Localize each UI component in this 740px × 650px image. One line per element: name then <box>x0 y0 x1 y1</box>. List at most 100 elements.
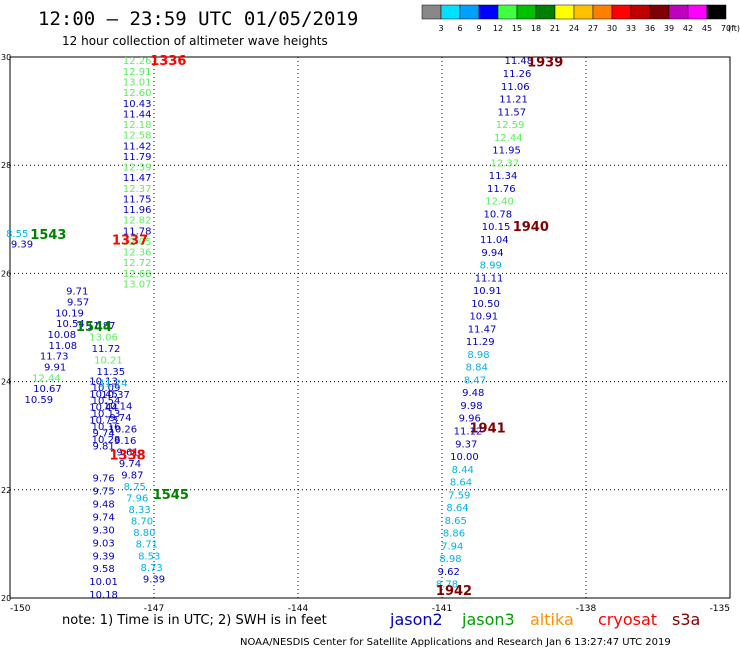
data-point: 10.19 <box>55 308 84 319</box>
data-point: 11.57 <box>497 107 526 118</box>
legend-label: 24 <box>569 24 579 33</box>
data-point: 9.96 <box>459 414 481 425</box>
data-point: 9.62 <box>438 567 460 578</box>
pass-time-label: 1543 <box>30 228 66 243</box>
legend-label: 36 <box>645 24 655 33</box>
data-point: 10.08 <box>48 330 77 341</box>
data-point: 11.35 <box>96 367 125 378</box>
x-tick-label: -135 <box>710 604 730 614</box>
legend-swatch <box>592 4 613 20</box>
pass-time-label: 1942 <box>436 584 472 599</box>
y-tick-label: 30 <box>1 53 11 62</box>
legend-swatch <box>478 4 499 20</box>
data-point: 8.70 <box>131 517 153 528</box>
data-point: 9.48 <box>462 388 484 399</box>
data-point: 10.91 <box>469 312 498 323</box>
data-point: 9.39 <box>92 551 114 562</box>
chart-subtitle: 12 hour collection of altimeter wave hei… <box>62 34 328 48</box>
data-point: 12.82 <box>123 216 152 227</box>
data-point: 10.54 <box>56 319 85 330</box>
data-point: 12.26 <box>123 56 152 67</box>
y-tick-label: 22 <box>1 486 11 495</box>
legend-swatch <box>573 4 594 20</box>
data-point: 8.73 <box>140 563 162 574</box>
chart-title: 12:00 – 23:59 UTC 01/05/2019 <box>38 8 358 30</box>
data-point: 8.98 <box>467 350 489 361</box>
legend-label: 30 <box>607 24 617 33</box>
data-point: 11.42 <box>123 141 152 152</box>
data-point: 12.37 <box>123 184 152 195</box>
pass-time-label: 1544 <box>76 320 112 335</box>
data-point: 12.36 <box>123 248 152 259</box>
data-point: 10.59 <box>24 395 53 406</box>
legend-label: 15 <box>512 24 522 33</box>
data-point: 8.55 <box>6 229 28 240</box>
satellite-s3a: s3a <box>672 610 700 629</box>
satellite-altika: altika <box>530 610 574 629</box>
legend-swatch <box>459 4 480 20</box>
data-point: 10.21 <box>94 355 123 366</box>
data-point: 10.18 <box>89 590 118 601</box>
data-point: 11.44 <box>123 109 152 120</box>
data-point: 8.78 <box>436 580 458 591</box>
data-point: 8.99 <box>480 261 502 272</box>
data-point: 8.65 <box>445 516 467 527</box>
data-point: 9.91 <box>44 362 66 373</box>
data-point: 12.91 <box>123 67 152 78</box>
data-point: 8.75 <box>124 482 146 493</box>
legend-label: 3 <box>438 24 443 33</box>
data-point: 10.13 <box>92 409 121 420</box>
data-point: 11.75 <box>123 194 152 205</box>
data-point: 10.37 <box>101 390 130 401</box>
data-point: 8.71 <box>136 540 158 551</box>
data-point: 13.06 <box>89 332 118 343</box>
x-tick-label: -147 <box>144 604 164 614</box>
legend-label: 6 <box>457 24 462 33</box>
data-point: 11.08 <box>48 341 77 352</box>
y-tick-label: 24 <box>1 378 11 387</box>
legend-swatch <box>630 4 651 20</box>
data-point: 9.75 <box>92 486 114 497</box>
data-point: 9.58 <box>92 564 114 575</box>
data-point: 10.67 <box>33 384 62 395</box>
data-point: 10.16 <box>92 422 121 433</box>
x-tick-label: -138 <box>576 604 597 614</box>
legend-swatch <box>611 4 632 20</box>
data-point: 10.28 <box>92 435 121 446</box>
x-tick-label: -144 <box>288 604 309 614</box>
data-point: 8.53 <box>138 551 160 562</box>
data-point: 11.95 <box>492 146 521 157</box>
data-point: 11.72 <box>92 344 121 355</box>
x-tick-label: -150 <box>10 604 31 614</box>
data-point: 10.78 <box>483 209 512 220</box>
pass-time-label: 1939 <box>527 55 563 70</box>
pass-time-label: 1941 <box>470 422 506 437</box>
data-point: 11.11 <box>475 273 504 284</box>
pass-time-label: 1338 <box>110 449 146 464</box>
data-point: 11.47 <box>123 173 152 184</box>
data-point: 9.57 <box>67 298 89 309</box>
legend-label: 70 <box>721 24 731 33</box>
legend-label: (ft) <box>728 24 740 33</box>
data-point: 10.45 <box>89 390 118 401</box>
legend-label: 18 <box>531 24 541 33</box>
pass-time-label: 1940 <box>513 220 549 235</box>
plot-area: -150 -147 -144 -141 -138 -135 20 22 24 26 28 30 12.2… <box>1 53 731 614</box>
credit-line: NOAA/NESDIS Center for Satellite Applica… <box>240 637 671 648</box>
data-point: 13.01 <box>123 78 152 89</box>
legend-label: 21 <box>550 24 560 33</box>
data-point: 12.18 <box>123 120 152 131</box>
data-point: 10.54 <box>92 396 121 407</box>
pass-time-label: 1337 <box>112 233 148 248</box>
satellite-jason3: jason3 <box>461 610 515 629</box>
data-point: 11.76 <box>487 184 516 195</box>
legend-swatch <box>440 4 461 20</box>
data-point: 11.79 <box>123 152 152 163</box>
data-point: 9.03 <box>92 538 114 549</box>
data-point: 11.96 <box>123 205 152 216</box>
data-point: 10.91 <box>473 286 502 297</box>
data-point: 12.72 <box>123 258 152 269</box>
y-tick-label: 20 <box>1 594 11 603</box>
data-point: 9.87 <box>121 471 143 482</box>
data-point: 12.60 <box>123 88 152 99</box>
